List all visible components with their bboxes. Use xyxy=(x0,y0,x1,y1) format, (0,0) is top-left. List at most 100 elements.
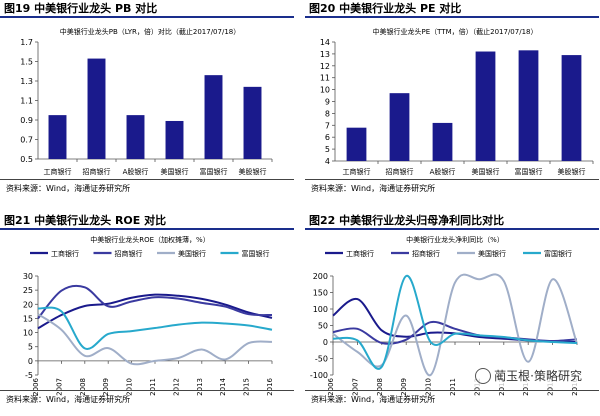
x-tick-label: 2012 xyxy=(473,378,481,396)
source-note: 资料来源：Wind，海通证券研究所 xyxy=(6,184,131,193)
bar xyxy=(87,58,106,160)
y-tick-label: 25 xyxy=(23,286,33,295)
legend-label: 富国银行 xyxy=(242,249,270,258)
legend-label: 美国银行 xyxy=(178,249,206,258)
x-tick-label: 招商银行 xyxy=(83,167,111,176)
x-tick-label: 美国银行 xyxy=(161,167,189,176)
profit-growth-line-chart: 中美银行业龙头净利同比（%） 工商银行 招商银行 美国银行 富国银行 -100 -50 0 50… xyxy=(310,235,579,396)
y-tick-label: 100 xyxy=(313,305,328,314)
series-line xyxy=(37,306,273,350)
source-divider xyxy=(0,390,294,391)
series-line xyxy=(37,284,273,320)
y-tick-label: 15 xyxy=(23,314,33,323)
legend-label: 富国银行 xyxy=(544,249,572,258)
x-tick-label: 招商银行 xyxy=(386,167,414,176)
watermark: 蔺玉根·策略研究 xyxy=(471,364,586,386)
y-tick-label: -100 xyxy=(310,371,328,380)
x-tick-label: 2008 xyxy=(376,378,384,396)
bar xyxy=(561,55,582,162)
x-tick-label: 美股银行 xyxy=(558,167,586,176)
x-tick-label: 2016 xyxy=(266,377,274,395)
y-tick-label: 0.7 xyxy=(20,136,33,145)
y-tick-label: 13 xyxy=(320,50,330,59)
y-tick-label: 1.5 xyxy=(20,58,33,67)
x-tick-label: 2013 xyxy=(196,378,204,396)
x-tick-label: 2007 xyxy=(55,378,63,396)
y-tick-label: 12 xyxy=(320,62,330,71)
series-line xyxy=(332,274,578,370)
watermark-text: 蔺玉根·策略研究 xyxy=(494,368,582,383)
y-tick-label: 1.3 xyxy=(20,77,33,86)
x-tick-label: 富国银行 xyxy=(200,167,228,176)
y-tick-label: 8 xyxy=(325,109,330,118)
y-tick-label: 200 xyxy=(313,272,328,281)
y-tick-label: 7 xyxy=(325,121,330,130)
x-tick-label: 工商银行 xyxy=(44,167,72,176)
chart-title: 中美银行业龙头ROE（加权摊薄，%） xyxy=(90,235,209,244)
bar xyxy=(126,115,145,159)
y-tick-label: 1.7 xyxy=(20,38,33,47)
chart-title: 中美银行业龙头PE（TTM，倍）（截止2017/07/18） xyxy=(373,27,538,36)
x-tick-label: 2011 xyxy=(149,378,157,396)
y-tick-label: 14 xyxy=(320,38,330,47)
x-tick-label: 2016 xyxy=(571,377,579,395)
panel-profit-growth: 图22 中美银行业龙头归母净利同比对比 中美银行业龙头净利同比（%） 工商银行 招商… xyxy=(305,212,600,416)
x-tick-label: A股银行 xyxy=(430,167,456,176)
pb-bar-chart: 中美银行业龙头PB（LYR，倍）对比（截止2017/07/18） 0.5 0.7 0.… xyxy=(20,27,273,176)
x-tick-label: 2009 xyxy=(102,378,110,396)
source-note: 资料来源：Wind，海通证券研究所 xyxy=(311,184,436,193)
y-tick-label: 9 xyxy=(325,98,330,107)
roe-line-chart: 中美银行业龙头ROE（加权摊薄，%） 工商银行 招商银行 美国银行 富国银行 -5 0 5 10… xyxy=(23,235,274,396)
y-tick-label: 5 xyxy=(325,145,330,154)
y-tick-label: 0 xyxy=(28,357,33,366)
x-tick-label: 2014 xyxy=(522,377,530,395)
legend-label: 美国银行 xyxy=(478,249,506,258)
wechat-logo-icon xyxy=(475,368,492,384)
bar xyxy=(432,122,453,161)
x-tick-label: 2010 xyxy=(425,378,433,396)
y-tick-label: 150 xyxy=(313,289,328,298)
bar xyxy=(48,115,67,159)
chart-title: 中美银行业龙头净利同比（%） xyxy=(406,235,504,244)
x-tick-label: 富国银行 xyxy=(515,167,543,176)
x-tick-label: 2006 xyxy=(327,377,335,395)
y-tick-label: 30 xyxy=(23,272,33,281)
panel-roe: 图21 中美银行业龙头 ROE 对比 中美银行业龙头ROE（加权摊薄，%） 工商银… xyxy=(0,212,300,416)
source-note: 资料来源：Wind，海通证券研究所 xyxy=(311,395,436,404)
x-tick-label: 美股银行 xyxy=(239,167,267,176)
x-tick-label: 美国银行 xyxy=(472,167,500,176)
figure-title: 图20 中美银行业龙头 PE 对比 xyxy=(305,0,599,18)
x-tick-label: 2009 xyxy=(400,378,408,396)
legend-label: 招商银行 xyxy=(115,249,143,258)
y-tick-label: -50 xyxy=(315,355,328,364)
bar xyxy=(518,50,539,161)
x-tick-label: 2007 xyxy=(351,378,359,396)
x-tick-label: 2015 xyxy=(547,378,555,396)
y-tick-label: 20 xyxy=(23,300,33,309)
x-tick-label: A股银行 xyxy=(123,167,149,176)
bar xyxy=(389,93,410,161)
panel-pb: 图19 中美银行业龙头 PB 对比 中美银行业龙头PB（LYR，倍）对比（截止2… xyxy=(0,0,300,204)
figure-title: 图22 中美银行业龙头归母净利同比对比 xyxy=(305,212,599,230)
y-tick-label: 0 xyxy=(323,338,328,347)
source-divider xyxy=(305,390,599,391)
figure-title: 图21 中美银行业龙头 ROE 对比 xyxy=(0,212,294,230)
y-tick-label: 11 xyxy=(320,74,330,83)
bar xyxy=(165,120,184,159)
pe-bar-chart: 中美银行业龙头PE（TTM，倍）（截止2017/07/18） 4 5 6 7 8 9 10 11… xyxy=(320,27,594,176)
bar xyxy=(346,127,367,161)
legend-label: 招商银行 xyxy=(412,249,440,258)
y-tick-label: 0.5 xyxy=(20,155,33,164)
bar xyxy=(243,86,262,159)
x-tick-label: 2015 xyxy=(243,378,251,396)
x-tick-label: 2012 xyxy=(172,378,180,396)
x-tick-label: 2008 xyxy=(79,378,87,396)
y-tick-label: 50 xyxy=(318,322,328,331)
bar xyxy=(475,51,496,161)
y-tick-label: 0.9 xyxy=(20,116,33,125)
y-tick-label: 10 xyxy=(320,86,330,95)
source-divider xyxy=(305,179,599,180)
figure-title: 图19 中美银行业龙头 PB 对比 xyxy=(0,0,294,18)
legend-label: 工商银行 xyxy=(51,249,79,258)
y-tick-label: 10 xyxy=(23,329,33,338)
